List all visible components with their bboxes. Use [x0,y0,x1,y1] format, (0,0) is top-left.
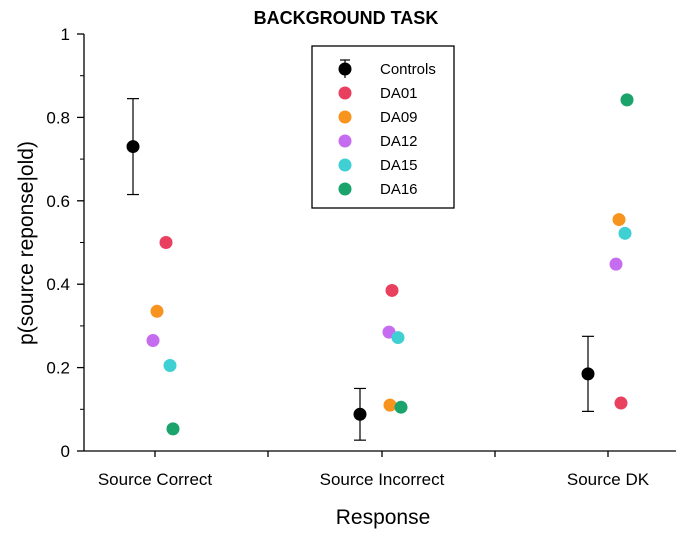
data-point-da15 [618,226,632,240]
legend-marker-da01 [338,86,352,100]
data-point-controls [353,407,367,421]
legend-label: DA12 [380,133,418,150]
legend-marker-da09 [338,110,352,124]
legend-marker-controls [338,62,352,76]
x-tick-label: Source Correct [98,470,213,489]
data-point-da01 [159,236,173,249]
data-point-da16 [166,422,180,436]
data-point-da09 [612,213,626,227]
y-tick-label: 0.8 [46,108,70,127]
chart-title: BACKGROUND TASK [254,8,439,28]
data-point-da01 [385,283,399,297]
legend-marker-da16 [338,182,352,196]
legend-label: DA16 [380,181,418,198]
y-tick-label: 0 [61,442,70,461]
y-tick-label: 0.2 [46,359,70,378]
data-point-da16 [620,93,634,107]
data-point-da15 [163,359,177,373]
data-point-da09 [383,398,397,412]
legend: Controls DA01 DA09 DA12 DA15 DA16 [311,45,455,209]
data-point-da01 [614,396,628,410]
x-tick-label: Source Incorrect [320,470,445,489]
data-point-da15 [391,331,405,345]
legend-marker-da12 [338,134,352,148]
x-tick-label: Source DK [567,470,650,489]
data-points [126,93,634,441]
data-point-da12 [609,257,623,271]
legend-label: DA01 [380,85,418,102]
data-point-da12 [146,333,160,347]
y-axis-label: p(source reponse|old) [15,141,38,345]
y-tick-label: 1 [61,25,70,44]
data-point-da16 [394,400,408,414]
y-tick-label: 0.6 [46,192,70,211]
legend-label: DA09 [380,109,418,126]
legend-marker-da15 [338,158,352,172]
data-point-controls [126,140,140,154]
legend-box [311,45,455,209]
x-axis-label: Response [336,506,431,529]
data-point-controls [581,367,595,381]
legend-label: Controls [380,61,436,78]
y-tick-label: 0.4 [46,275,70,294]
axes: 0 0.2 0.4 0.6 0.8 1 Source Correct Source Incor… [46,25,676,489]
data-point-da09 [150,304,164,318]
legend-label: DA15 [380,157,418,174]
